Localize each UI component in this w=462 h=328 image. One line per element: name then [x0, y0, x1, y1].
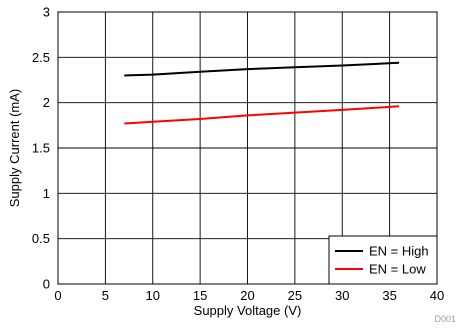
x-tick-label-15: 15	[193, 288, 207, 303]
x-tick-label-40: 40	[430, 288, 444, 303]
legend-box	[328, 235, 438, 285]
x-axis-title: Supply Voltage (V)	[194, 303, 302, 318]
series-line-en-low	[124, 105, 400, 125]
legend-label-en-low: EN = Low	[369, 262, 426, 277]
y-tick-label-1-5: 1.5	[32, 141, 50, 156]
legend-label-en-high: EN = High	[369, 244, 429, 259]
series-layer	[124, 61, 400, 125]
y-tick-label-0: 0	[43, 277, 50, 292]
figure-id: D001	[434, 314, 456, 324]
x-axis-ticks: 0 5 10 15 20 25 30 35 40	[54, 288, 444, 303]
x-tick-label-20: 20	[240, 288, 254, 303]
y-axis-ticks: 0 0.5 1 1.5 2 2.5 3	[32, 5, 50, 292]
plot-frame	[57, 11, 438, 285]
y-tick-label-2: 2	[43, 95, 50, 110]
y-tick-label-1: 1	[43, 186, 50, 201]
x-tick-label-5: 5	[102, 288, 109, 303]
y-axis-title: Supply Current (mA)	[7, 89, 22, 207]
x-tick-label-30: 30	[335, 288, 349, 303]
legend: EN = High EN = Low	[328, 235, 438, 285]
y-tick-label-0-5: 0.5	[32, 231, 50, 246]
y-tick-label-3: 3	[43, 5, 50, 20]
gridlines	[58, 12, 437, 284]
x-tick-label-10: 10	[146, 288, 160, 303]
x-tick-label-35: 35	[382, 288, 396, 303]
x-tick-label-0: 0	[54, 288, 61, 303]
y-tick-label-2-5: 2.5	[32, 50, 50, 65]
x-tick-label-25: 25	[288, 288, 302, 303]
series-line-en-high	[124, 61, 400, 77]
